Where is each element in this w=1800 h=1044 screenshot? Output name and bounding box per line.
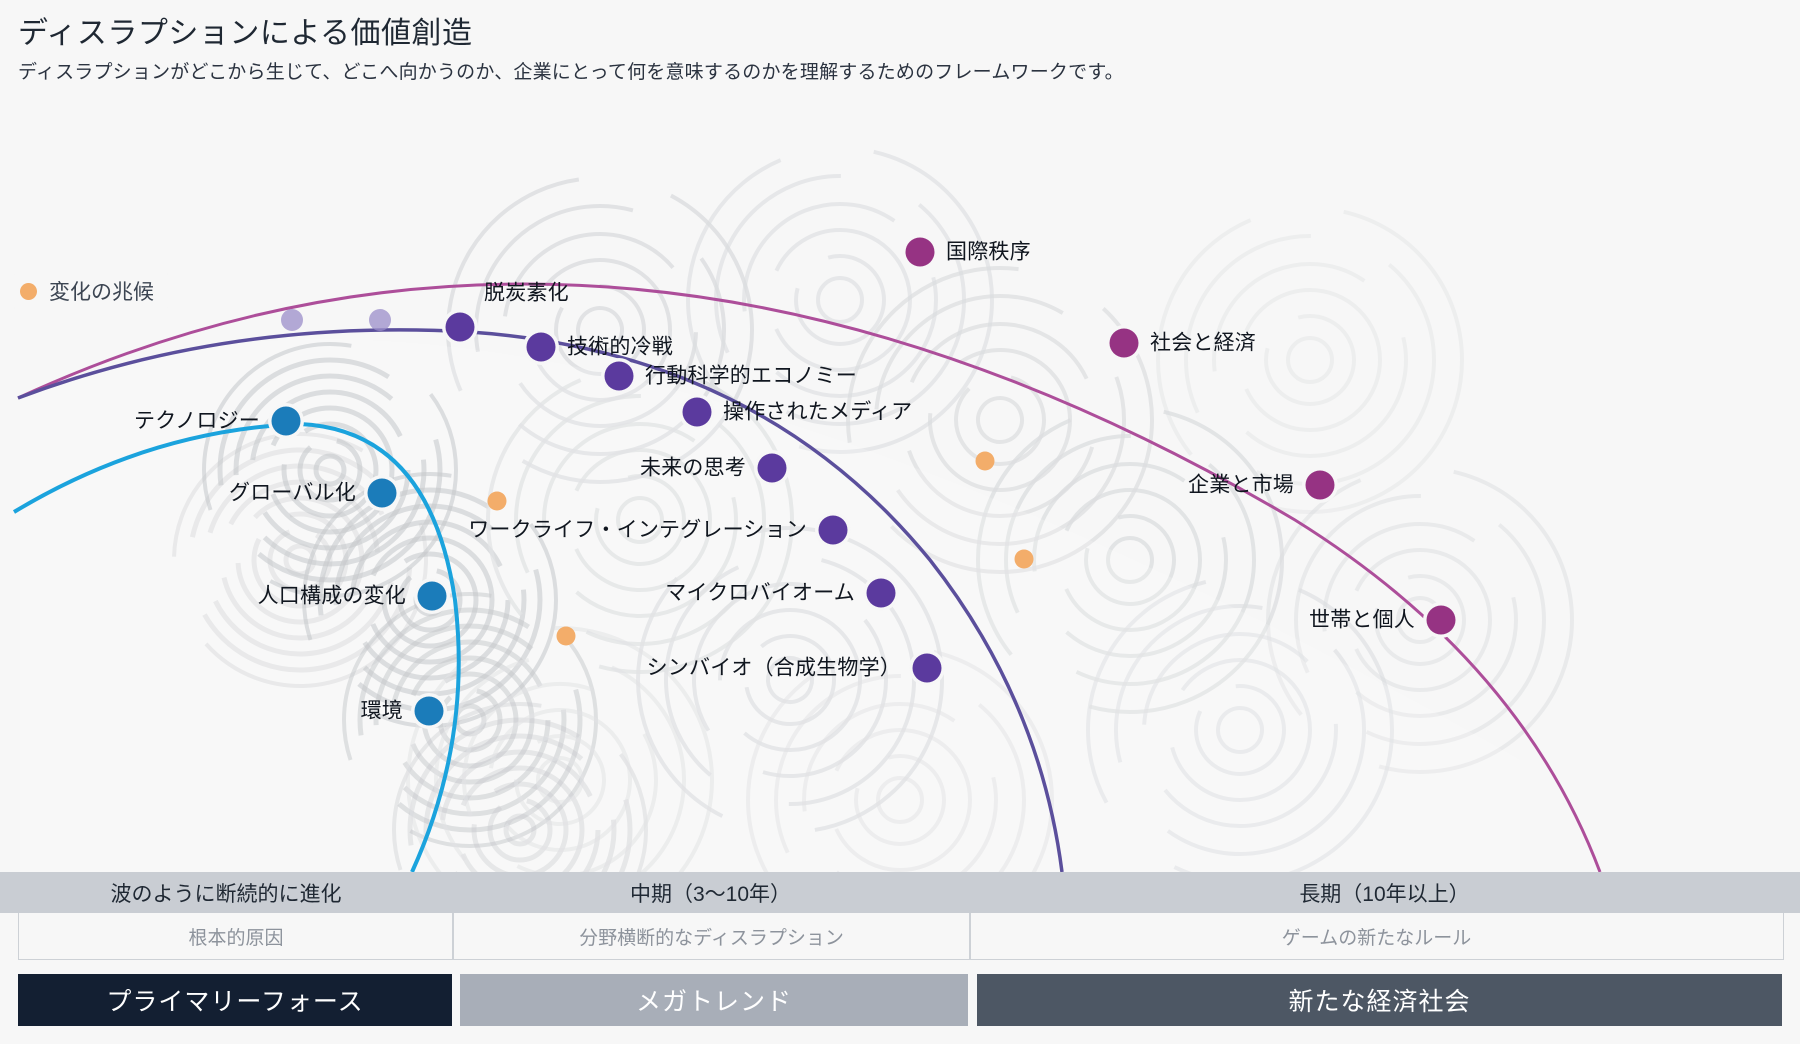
background-wedge xyxy=(20,339,1520,872)
node-primary-force[interactable] xyxy=(417,581,447,611)
page-title: ディスラプションによる価値創造 xyxy=(18,17,473,50)
phase-segment-1[interactable]: 根本的原因 xyxy=(18,913,454,960)
nodes-layer xyxy=(268,234,1459,729)
timeframe-band: 波のように断続的に進化 中期（3〜10年） 長期（10年以上） xyxy=(0,872,1800,913)
node-new-economy[interactable] xyxy=(905,237,935,267)
new-economy-arc xyxy=(17,282,1602,873)
faded-node-2[interactable] xyxy=(369,309,391,331)
signal-dot-2[interactable] xyxy=(556,626,576,646)
category-band: プライマリーフォース メガトレンド 新たな経済社会 xyxy=(0,974,1800,1026)
phase-band: 根本的原因 分野横断的なディスラプション ゲームの新たなルール xyxy=(0,913,1800,960)
faded-node-1[interactable] xyxy=(281,309,303,331)
signal-dot-3[interactable] xyxy=(975,451,995,471)
node-label: 技術的冷戦 xyxy=(567,335,673,359)
timeframe-segment-2[interactable]: 中期（3〜10年） xyxy=(629,882,792,906)
node-label: 国際秩序 xyxy=(946,240,1031,264)
timeframe-segment-1[interactable]: 波のように断続的に進化 xyxy=(110,882,342,906)
node-label: 脱炭素化 xyxy=(484,281,569,305)
node-new-economy[interactable] xyxy=(1109,328,1139,358)
node-label: マイクロバイオーム xyxy=(665,581,855,605)
megatrend-arc xyxy=(17,328,1064,873)
node-primary-force[interactable] xyxy=(271,406,301,436)
header: ディスラプションによる価値創造 ディスラプションがどこから生じて、どこへ向かうの… xyxy=(18,14,1518,88)
node-label: 世帯と個人 xyxy=(1309,608,1415,632)
category-segment-1[interactable]: プライマリーフォース xyxy=(18,974,452,1026)
node-label: 環境 xyxy=(360,699,403,723)
node-label: 社会と経済 xyxy=(1150,331,1256,355)
node-label: 行動科学的エコノミー xyxy=(645,364,857,388)
node-label: 未来の思考 xyxy=(640,456,746,480)
node-megatrend[interactable] xyxy=(445,312,475,342)
node-primary-force[interactable] xyxy=(367,478,397,508)
node-megatrend[interactable] xyxy=(604,361,634,391)
node-label: シンバイオ（合成生物学） xyxy=(646,656,901,680)
category-segment-2[interactable]: メガトレンド xyxy=(460,974,968,1026)
legend: 変化の兆候 xyxy=(14,272,168,310)
orange-dot-icon xyxy=(20,282,37,300)
node-megatrend[interactable] xyxy=(682,397,712,427)
node-label: テクノロジー xyxy=(134,409,260,433)
primary-force-arc xyxy=(12,421,461,873)
node-megatrend[interactable] xyxy=(818,515,848,545)
node-label: 企業と市場 xyxy=(1188,473,1294,497)
node-new-economy[interactable] xyxy=(1305,470,1335,500)
node-new-economy[interactable] xyxy=(1426,605,1456,635)
node-label: 人口構成の変化 xyxy=(257,584,406,608)
node-label: ワークライフ・インテグレーション xyxy=(468,518,807,542)
category-segment-3[interactable]: 新たな経済社会 xyxy=(977,974,1782,1026)
node-primary-force[interactable] xyxy=(414,696,444,726)
phase-segment-3[interactable]: ゲームの新たなルール xyxy=(969,913,1784,960)
node-megatrend[interactable] xyxy=(912,653,942,683)
node-megatrend[interactable] xyxy=(866,578,896,608)
node-megatrend[interactable] xyxy=(526,332,556,362)
phase-segment-2[interactable]: 分野横断的なディスラプション xyxy=(452,913,971,960)
node-label: グローバル化 xyxy=(229,481,356,505)
node-label: 操作されたメディア xyxy=(723,400,913,424)
signal-dot-4[interactable] xyxy=(1014,549,1034,569)
legend-label: 変化の兆候 xyxy=(49,281,154,304)
signal-dot-1[interactable] xyxy=(487,491,507,511)
node-megatrend[interactable] xyxy=(757,453,787,483)
page-subtitle: ディスラプションがどこから生じて、どこへ向かうのか、企業にとって何を意味するのか… xyxy=(18,62,1124,83)
timeframe-segment-3[interactable]: 長期（10年以上） xyxy=(1299,882,1470,906)
